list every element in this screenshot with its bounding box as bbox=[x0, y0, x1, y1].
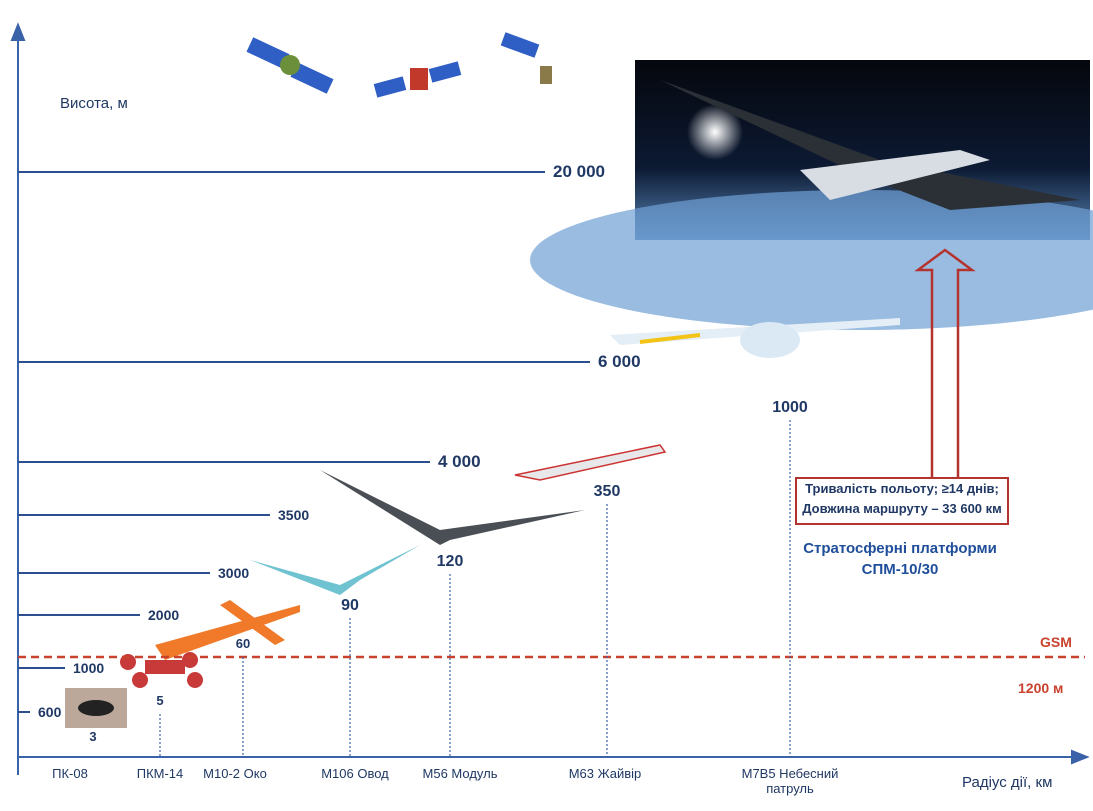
drone-name: М7В5 Небесний патруль bbox=[741, 766, 839, 796]
y-axis-label: Висота, м bbox=[60, 95, 128, 112]
platform-line: Стратосферні платформи bbox=[803, 540, 997, 557]
gsm-label: GSM bbox=[1040, 634, 1072, 650]
drone-images bbox=[65, 318, 900, 728]
altitude-label: 20 000 bbox=[553, 161, 605, 181]
axes bbox=[10, 22, 1090, 775]
arrow bbox=[914, 248, 976, 477]
platform-photo bbox=[530, 60, 1093, 330]
callout: Тривалість польоту; ≥14 днів; Довжина мар… bbox=[795, 477, 1009, 525]
radius-label: 120 bbox=[436, 553, 464, 570]
altitude-label: 6 000 bbox=[598, 351, 641, 371]
radius-label: 1000 bbox=[772, 399, 808, 416]
drone-name: ПК-08 bbox=[52, 766, 88, 781]
altitude-label: 600 bbox=[38, 703, 62, 720]
drone-name: М10-2 Око bbox=[203, 766, 267, 781]
drone-name: М56 Модуль bbox=[422, 766, 498, 781]
platform-line: СПМ-10/30 bbox=[861, 561, 939, 578]
altitude-label: 3000 bbox=[218, 564, 250, 581]
altitude-label: 2000 bbox=[148, 606, 180, 623]
radius-label: 60 bbox=[235, 636, 251, 651]
radius-label: 3 bbox=[89, 729, 97, 744]
gsm-altitude: 1200 м bbox=[1018, 680, 1064, 696]
drone-name: М63 Жайвір bbox=[568, 766, 642, 781]
callout-line: Довжина маршруту – 33 600 км bbox=[802, 501, 1002, 516]
platform-label: Стратосферні платформи СПМ-10/30 bbox=[785, 538, 1015, 580]
altitude-label: 1000 bbox=[73, 659, 105, 676]
radius-label: 90 bbox=[341, 597, 359, 614]
x-axis-label: Радіус дії, км bbox=[962, 774, 1053, 791]
altitude-label: 4 000 bbox=[438, 451, 481, 471]
radius-label: 5 bbox=[156, 693, 164, 708]
callout-line: Тривалість польоту; ≥14 днів; bbox=[805, 481, 999, 496]
radius-label: 350 bbox=[593, 483, 621, 500]
drone-name: М106 Овод bbox=[321, 766, 389, 781]
satellites bbox=[246, 32, 552, 98]
altitude-label: 3500 bbox=[278, 506, 310, 523]
drone-name: ПКМ-14 bbox=[136, 766, 184, 781]
